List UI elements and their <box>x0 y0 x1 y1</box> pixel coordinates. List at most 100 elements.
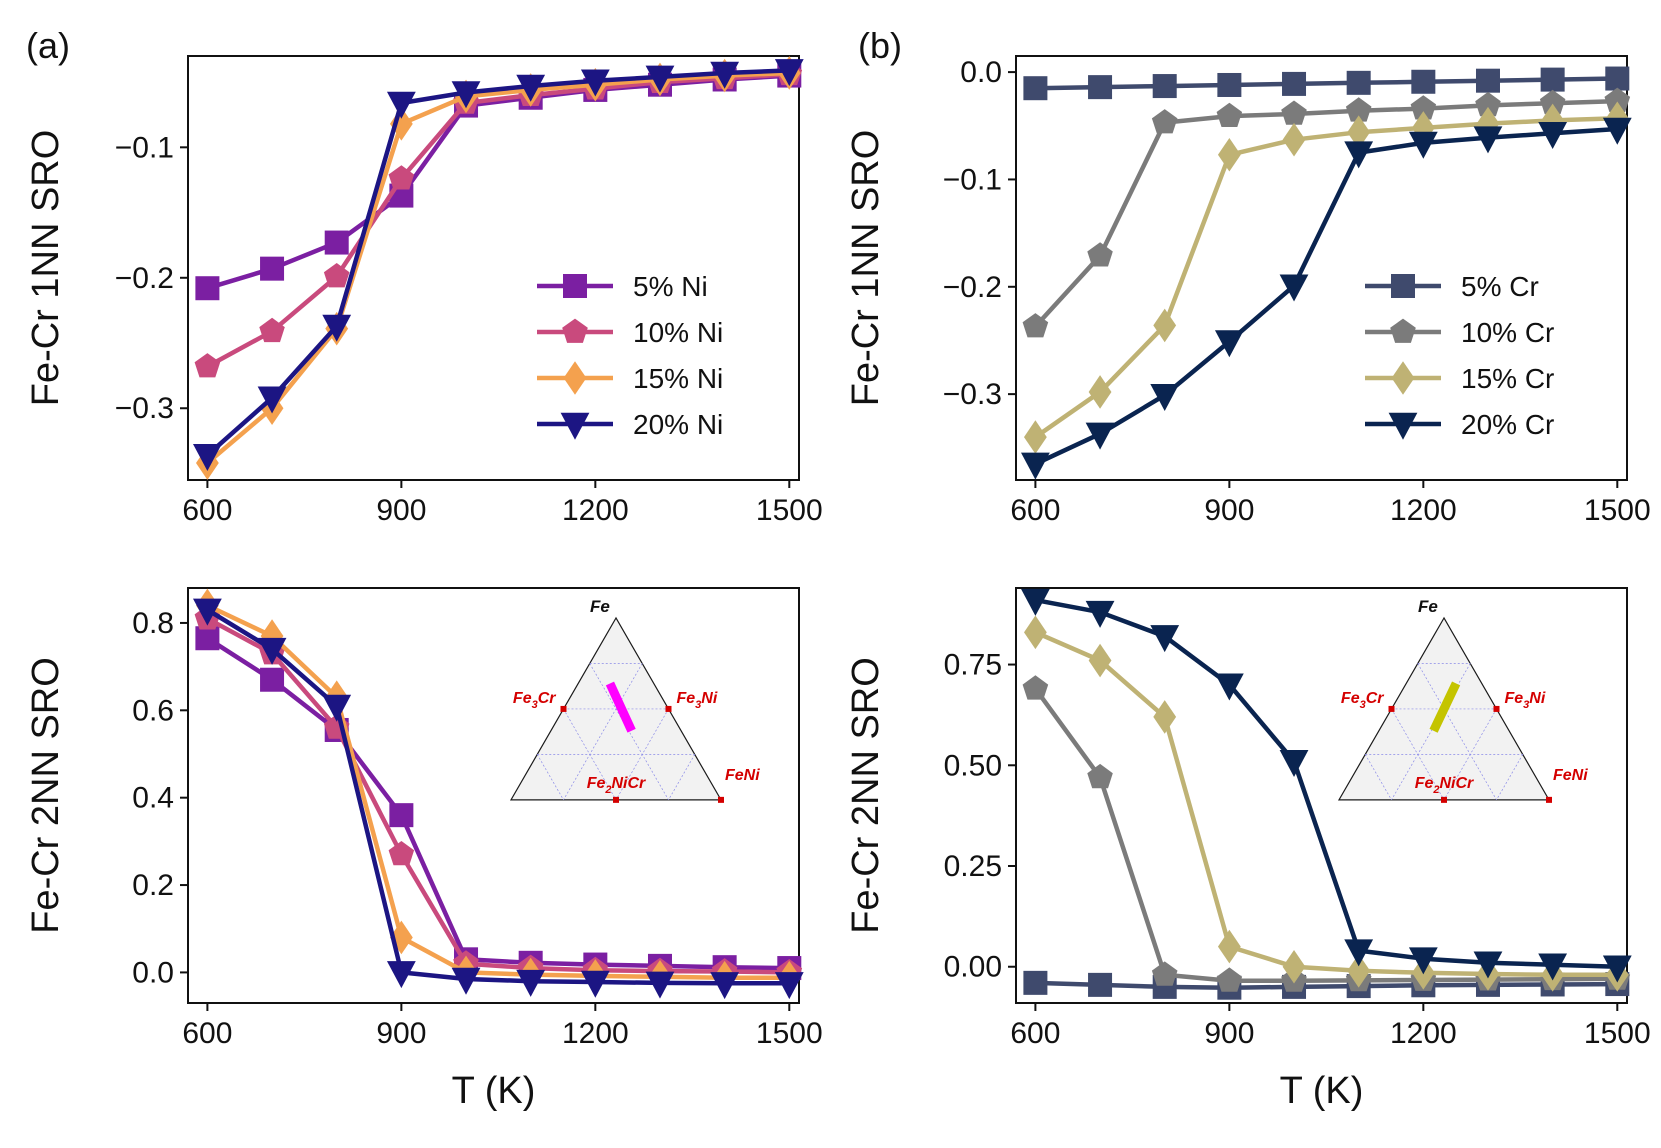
series-15-cr <box>1023 615 1629 992</box>
y-tick-label: −0.1 <box>115 131 174 164</box>
ternary-label-fe3ni: Fe3Ni <box>1505 690 1546 711</box>
ternary-label-fe2nicr-part: NiCr <box>612 775 647 792</box>
series-line <box>1035 980 1618 990</box>
data-point <box>386 91 416 119</box>
data-point <box>1214 673 1244 701</box>
data-point <box>1153 700 1177 734</box>
series-line <box>1033 98 1618 329</box>
data-point <box>1020 588 1050 616</box>
data-point <box>1602 117 1632 145</box>
data-point <box>1345 97 1372 122</box>
ternary-label-fe3cr: Fe3Cr <box>1341 690 1384 711</box>
data-point <box>1475 91 1501 117</box>
x-tick-label: 1500 <box>1584 1017 1651 1050</box>
series-line <box>1034 597 1618 969</box>
data-point <box>260 667 285 692</box>
data-point <box>580 970 610 998</box>
y-tick-label: 0.50 <box>944 749 1002 782</box>
ternary-label-fe2nicr-part: NiCr <box>1440 775 1475 792</box>
data-point <box>1150 625 1180 653</box>
series-line <box>206 636 790 971</box>
series-line <box>206 607 790 986</box>
y-tick-label: −0.1 <box>943 163 1002 196</box>
legend: 5% Ni 10% Ni 15% Ni 20% Ni <box>537 271 723 440</box>
x-tick-label: 900 <box>1204 494 1254 527</box>
series-20-cr <box>1020 117 1632 480</box>
ternary-grid <box>668 754 696 801</box>
x-tick-label: 1200 <box>1390 1017 1457 1050</box>
data-point <box>1344 939 1374 967</box>
data-point <box>322 314 352 342</box>
data-point <box>1279 274 1309 302</box>
data-point <box>1023 615 1047 650</box>
ternary-label-fe2nicr-part: Fe <box>1415 775 1434 792</box>
y-tick-label: −0.2 <box>115 262 174 295</box>
x-tick-label: 900 <box>376 1017 426 1050</box>
ternary-apex-label: Fe <box>590 597 610 616</box>
y-tick-label: 0.8 <box>132 607 174 640</box>
data-point <box>1214 330 1244 358</box>
panel-label-b: (b) <box>858 25 902 66</box>
data-point <box>1085 422 1115 450</box>
y-tick-label: 0.0 <box>132 956 174 989</box>
y-tick-label: 0.00 <box>944 951 1002 984</box>
legend-marker <box>562 318 588 343</box>
y-tick-label: 0.0 <box>960 56 1002 89</box>
data-point <box>1217 72 1242 97</box>
series-line <box>1034 116 1618 439</box>
series-5-ni <box>195 626 802 981</box>
data-point <box>645 65 675 93</box>
data-point <box>1023 76 1048 101</box>
x-tick-label: 1200 <box>562 494 629 527</box>
data-point <box>257 386 287 414</box>
data-point <box>195 626 220 651</box>
x-tick-label: 600 <box>182 494 232 527</box>
data-point <box>710 972 740 1000</box>
data-point <box>1088 375 1112 409</box>
data-point <box>323 263 350 288</box>
data-point <box>645 971 675 999</box>
data-point <box>451 967 481 995</box>
data-point <box>1217 929 1241 964</box>
ternary-label-fe3ni: Fe3Ni <box>677 690 718 711</box>
ternary-label-fe3cr-part: Cr <box>1366 690 1385 707</box>
data-point <box>774 972 804 1000</box>
series-line <box>1034 630 1618 978</box>
ternary-label-fe2nicr-subscript: 2 <box>604 784 611 796</box>
ternary-label-fe2nicr: Fe2NiCr <box>587 775 646 796</box>
series-line <box>205 70 790 465</box>
data-point <box>1282 71 1307 96</box>
ternary-label-feni: FeNi <box>1553 767 1588 784</box>
series-10-cr <box>1022 87 1631 338</box>
data-point <box>1087 242 1113 267</box>
legend-label: 20% Ni <box>633 409 723 440</box>
legend-label: 10% Cr <box>1461 317 1554 348</box>
ternary-label-fe3cr: Fe3Cr <box>513 690 556 711</box>
data-point <box>1085 600 1115 628</box>
series-line <box>1033 687 1618 984</box>
series-20-ni <box>192 59 804 471</box>
data-point <box>1473 126 1503 154</box>
data-point <box>1282 949 1306 984</box>
data-point <box>1346 70 1371 95</box>
data-point <box>710 61 740 89</box>
composition-point <box>560 705 567 712</box>
chart-b_bottom: 600 900 1200 1500 0.00 0.25 0.50 0.75 Fe-Cr 2NN … <box>845 587 1651 1112</box>
ternary-label-feni: FeNi <box>725 767 760 784</box>
data-point <box>1476 106 1500 141</box>
composition-point <box>1441 796 1447 803</box>
ternary-label-fe3ni-part: Fe <box>677 690 696 707</box>
data-point <box>1539 89 1566 115</box>
series-line <box>205 68 790 457</box>
data-point <box>1279 750 1309 778</box>
legend-label: 20% Cr <box>1461 409 1554 440</box>
ternary-label-fe2nicr: Fe2NiCr <box>1415 775 1474 796</box>
data-point <box>1022 675 1049 700</box>
data-point <box>1151 961 1178 986</box>
data-point <box>1281 100 1307 125</box>
data-point <box>774 59 804 87</box>
composition-point <box>718 796 724 803</box>
data-point <box>388 841 415 866</box>
axes-frame <box>1015 587 1628 1004</box>
data-point <box>192 598 222 626</box>
